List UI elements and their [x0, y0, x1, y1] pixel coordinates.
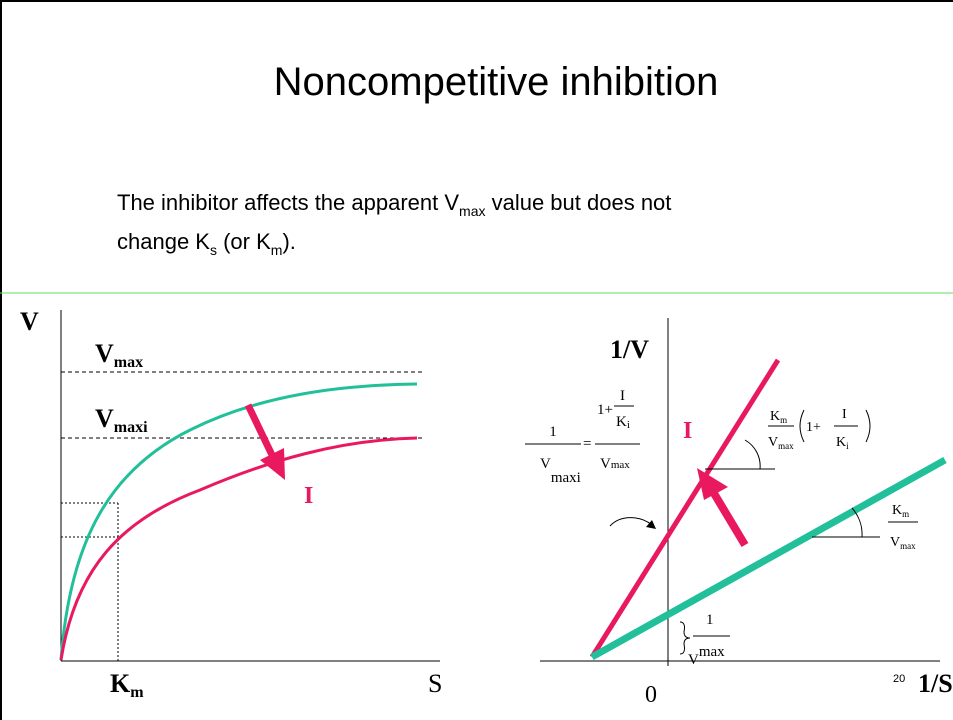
subscript: s [210, 242, 217, 258]
arrow-shaft [708, 487, 749, 548]
text: V [95, 339, 114, 368]
origin-label: 0 [645, 682, 657, 708]
equals: = [583, 436, 591, 452]
subscript: m [271, 242, 283, 258]
line [590, 456, 947, 661]
text: V [688, 652, 699, 668]
text: 1+ [806, 420, 821, 435]
subscript: i [846, 441, 849, 451]
left-plot: V Vmax Vmaxi I Km S [20, 307, 442, 701]
text: K [836, 435, 846, 450]
subscript: max [114, 354, 143, 371]
curve [59, 382, 418, 661]
text: V [95, 404, 114, 433]
parentheses [799, 409, 871, 443]
denominator: Vmaxi [540, 456, 581, 486]
text: Ki [616, 414, 630, 431]
x-label: 1/S [918, 669, 953, 698]
y-label: 1/V [610, 335, 649, 364]
subscript: maxi [551, 470, 581, 486]
brace [679, 621, 691, 655]
slope-marker [812, 507, 880, 538]
text: V [540, 456, 551, 472]
text: Km [892, 503, 909, 519]
text: The inhibitor affects the apparent V [117, 190, 459, 215]
numerator: 1 [706, 612, 714, 628]
subscript: m [130, 684, 144, 701]
subscript: i [627, 419, 630, 431]
inhibitor-label: I [683, 418, 692, 444]
subscript: max [900, 541, 916, 551]
numerator: 1 [549, 424, 557, 440]
text: (or K [217, 229, 271, 254]
arrow-head [697, 468, 728, 500]
vmax-label: Vmax [95, 339, 143, 371]
line-inhibited [589, 358, 781, 659]
text: V [600, 456, 611, 472]
slide-number: 20 [893, 673, 905, 685]
text: K [616, 414, 627, 430]
curve-inhibited [59, 436, 418, 661]
intercept-formula: 1 Vmax [679, 612, 730, 668]
subscript: max [459, 203, 485, 219]
text: 1+ [597, 402, 613, 418]
subscript: m [902, 509, 909, 519]
vmaxi-label: Vmaxi [95, 404, 148, 436]
slope-formula-inhibited: Km Vmax 1+ I Ki [768, 407, 871, 451]
denominator: Vmax [600, 456, 630, 472]
pointer-head [646, 520, 656, 529]
text: K [770, 409, 780, 424]
pointer [609, 517, 653, 527]
text: I [842, 407, 847, 422]
body-line: The inhibitor affects the apparent Vmax … [117, 190, 671, 219]
text: K [110, 669, 131, 698]
denominator: Vmax [688, 644, 725, 668]
text: Ki [836, 435, 849, 451]
text: Vmax [768, 435, 794, 451]
slope-marker-inhibited [705, 439, 775, 470]
text: Km [770, 409, 787, 425]
right-plot: 1/V I 1 Vmaxi = 1+ I Ki Vmax Km Vmax 1+ … [525, 318, 953, 708]
subscript: m [780, 415, 787, 425]
intercept-formula: 1 Vmaxi = 1+ I Ki Vmax [525, 388, 640, 486]
text: V [768, 435, 778, 450]
subscript: max [778, 441, 794, 451]
text: Vmax [890, 535, 916, 551]
subscript: max [699, 644, 725, 660]
subscript: max [611, 459, 630, 471]
text: change K [117, 229, 210, 254]
subscript: maxi [114, 419, 148, 436]
text: V [890, 535, 900, 550]
x-label: S [428, 669, 442, 698]
arrow-head [260, 448, 285, 480]
body-line: change Ks (or Km). [117, 229, 296, 258]
text: I [620, 388, 625, 404]
title: Noncompetitive inhibition [274, 60, 719, 104]
text: ). [282, 229, 295, 254]
y-label: V [20, 307, 39, 336]
slope-formula: Km Vmax [888, 503, 918, 551]
km-label: Km [110, 669, 144, 701]
inhibitor-label: I [304, 483, 313, 509]
text: value but does not [485, 190, 671, 215]
text: K [892, 503, 902, 518]
arrow-shaft [244, 403, 276, 457]
